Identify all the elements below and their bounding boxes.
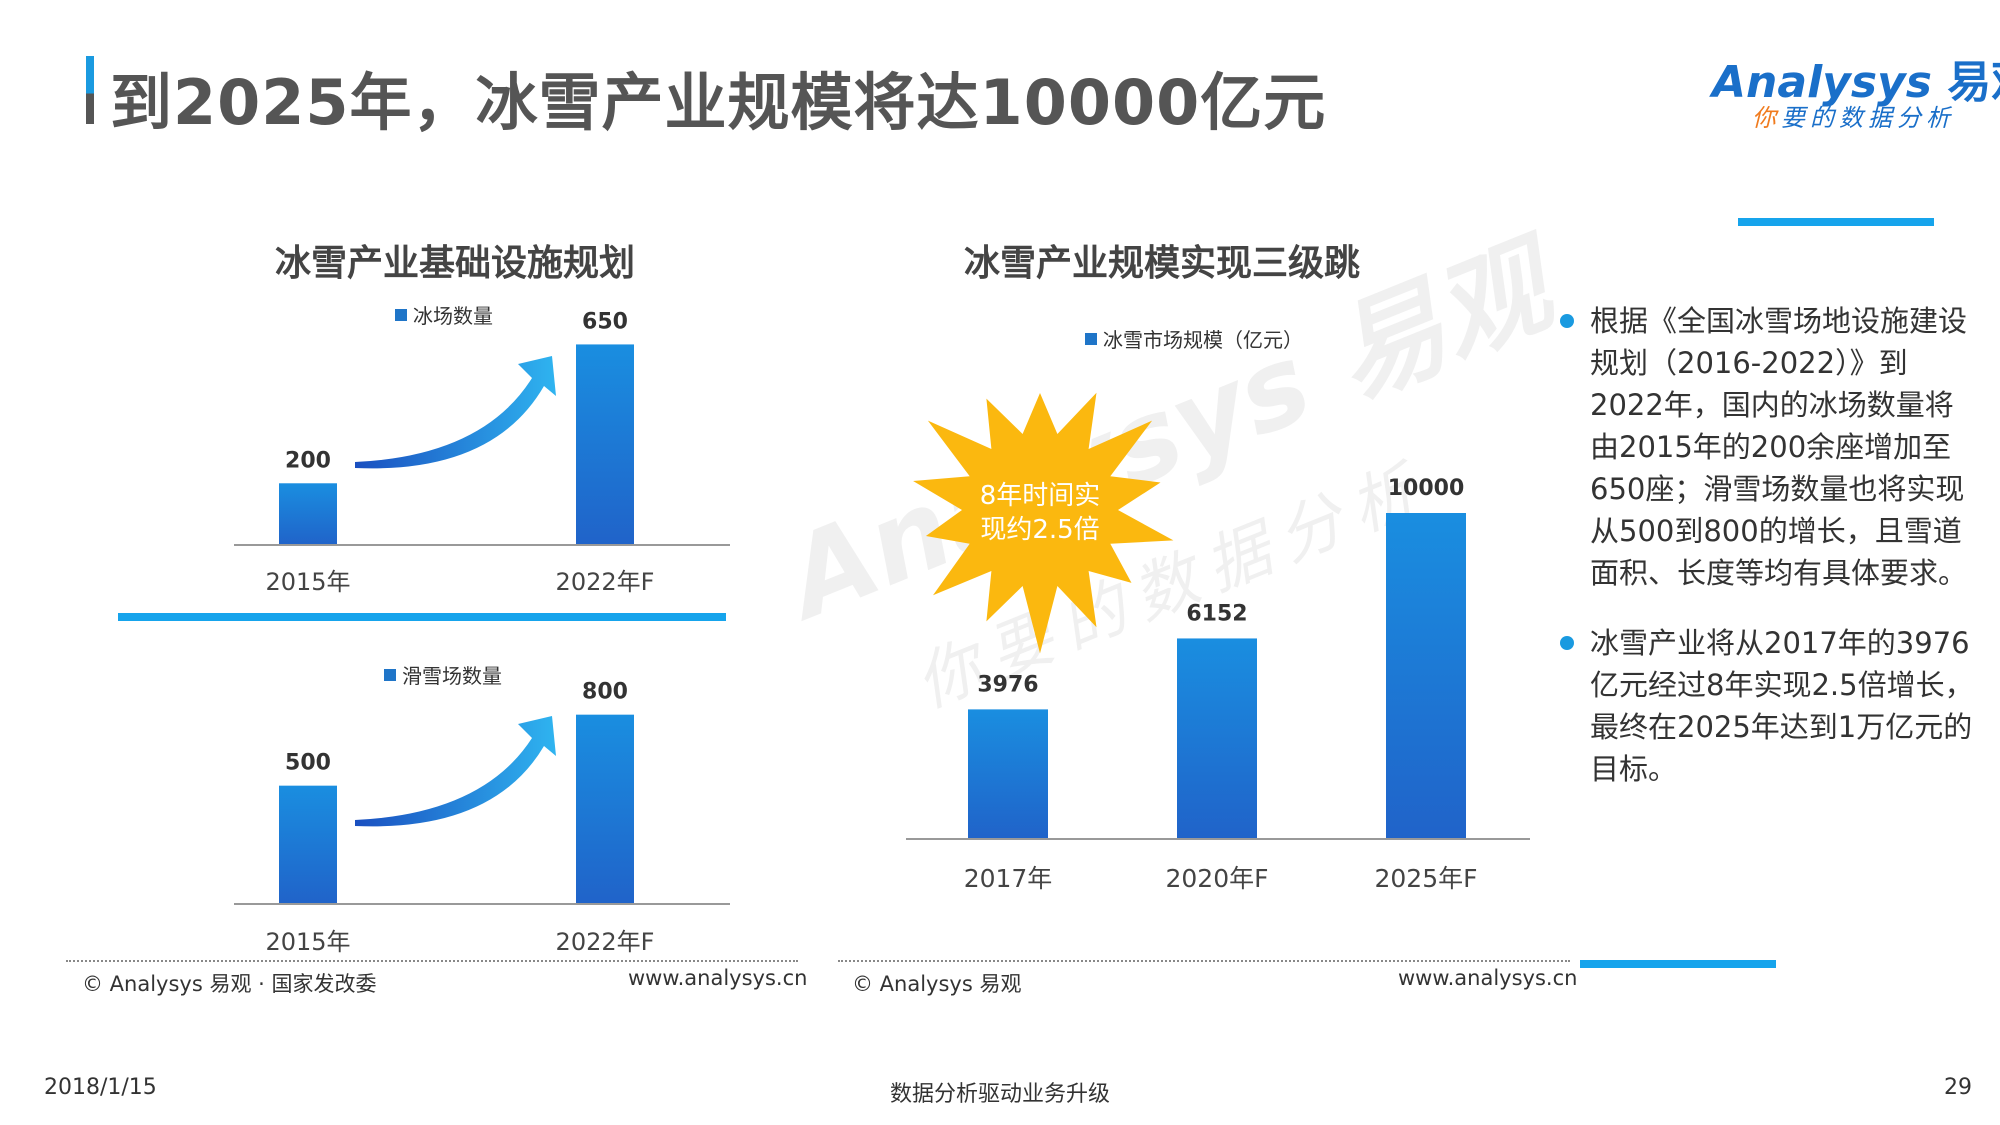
footer-date: 2018/1/15 bbox=[44, 1075, 157, 1100]
tick-label: 2022年F bbox=[556, 568, 655, 596]
bullet-dot-icon bbox=[1560, 314, 1574, 328]
middle-chart-title: 冰雪产业规模实现三级跳 bbox=[964, 243, 1361, 284]
chart3-legend-label: 冰雪市场规模（亿元） bbox=[1103, 328, 1303, 352]
top-right-rule bbox=[1738, 218, 1934, 226]
data-label: 10000 bbox=[1388, 476, 1465, 501]
footer-center: 数据分析驱动业务升级 bbox=[890, 1082, 1111, 1107]
analysys-logo: Analysys 易观 bbox=[1712, 46, 2000, 110]
bar bbox=[279, 483, 337, 545]
left-source: © Analysys 易观 · 国家发改委 bbox=[82, 972, 377, 996]
chart1-legend: 冰场数量 bbox=[395, 300, 493, 329]
bar bbox=[1386, 513, 1466, 839]
tick-label: 2017年 bbox=[964, 864, 1053, 893]
tick-label: 2020年F bbox=[1165, 864, 1268, 893]
legend-swatch-icon bbox=[384, 668, 396, 681]
bar bbox=[576, 344, 634, 545]
bar bbox=[1177, 638, 1257, 839]
left-section-title: 冰雪产业基础设施规划 bbox=[275, 243, 636, 284]
tick-label: 2015年 bbox=[265, 928, 350, 956]
chart2-ski-resort-count: 500 2015年 800 2022年F bbox=[234, 680, 730, 956]
legend-swatch-icon bbox=[1085, 332, 1097, 345]
logo-brand-cn: 易观 bbox=[1947, 57, 2000, 108]
bullet-text: 根据《全国冰雪场地设施建设规划（2016-2022）》到2022年，国内的冰场数… bbox=[1590, 304, 1968, 590]
bullet-item: 根据《全国冰雪场地设施建设规划（2016-2022）》到2022年，国内的冰场数… bbox=[1560, 300, 1980, 594]
chart3-legend: 冰雪市场规模（亿元） bbox=[1085, 324, 1303, 353]
chart2-legend-label: 滑雪场数量 bbox=[402, 664, 502, 688]
page-title: 到2025年，冰雪产业规模将达10000亿元 bbox=[110, 66, 1327, 139]
bullet-text: 冰雪产业将从2017年的3976亿元经过8年实现2.5倍增长，最终在2025年达… bbox=[1590, 626, 1974, 786]
starburst-icon bbox=[913, 392, 1174, 654]
bullet-dot-icon bbox=[1560, 636, 1574, 650]
data-label: 500 bbox=[285, 751, 331, 776]
data-label: 6152 bbox=[1186, 601, 1247, 626]
chart2-legend: 滑雪场数量 bbox=[384, 660, 502, 689]
right-source-url[interactable]: www.analysys.cn bbox=[1398, 966, 1578, 990]
left-source-divider bbox=[66, 960, 798, 962]
tick-label: 2022年F bbox=[556, 928, 655, 956]
data-label: 200 bbox=[285, 448, 331, 473]
bullet-item: 冰雪产业将从2017年的3976亿元经过8年实现2.5倍增长，最终在2025年达… bbox=[1560, 622, 1980, 790]
tick-label: 2025年F bbox=[1374, 864, 1477, 893]
growth-arrow-icon bbox=[355, 356, 556, 469]
bar bbox=[576, 714, 634, 904]
title-accent-bar bbox=[86, 56, 94, 124]
left-divider-rule bbox=[118, 613, 726, 621]
bar bbox=[279, 785, 337, 904]
logo-slogan: 你要的数据分析 bbox=[1752, 104, 1955, 132]
bullet-list: 根据《全国冰雪场地设施建设规划（2016-2022）》到2022年，国内的冰场数… bbox=[1560, 300, 1980, 818]
data-label: 650 bbox=[582, 309, 628, 334]
page-number: 29 bbox=[1944, 1075, 1972, 1100]
tick-label: 2015年 bbox=[265, 568, 350, 596]
legend-swatch-icon bbox=[395, 308, 407, 321]
growth-arrow-icon bbox=[355, 716, 556, 827]
chart1-rink-count: 200 2015年 650 2022年F bbox=[234, 309, 730, 596]
data-label: 3976 bbox=[977, 672, 1038, 697]
data-label: 800 bbox=[582, 680, 628, 705]
right-source: © Analysys 易观 bbox=[852, 972, 1022, 996]
bottom-right-rule bbox=[1580, 960, 1776, 968]
logo-brand: Analysys bbox=[1712, 57, 1932, 108]
annotation-label: 现约2.5倍 bbox=[980, 515, 1099, 545]
chart1-legend-label: 冰场数量 bbox=[413, 304, 493, 328]
left-source-url[interactable]: www.analysys.cn bbox=[628, 966, 808, 990]
annotation-label: 8年时间实 bbox=[980, 481, 1101, 511]
bar bbox=[968, 709, 1048, 839]
right-source-divider bbox=[838, 960, 1570, 962]
